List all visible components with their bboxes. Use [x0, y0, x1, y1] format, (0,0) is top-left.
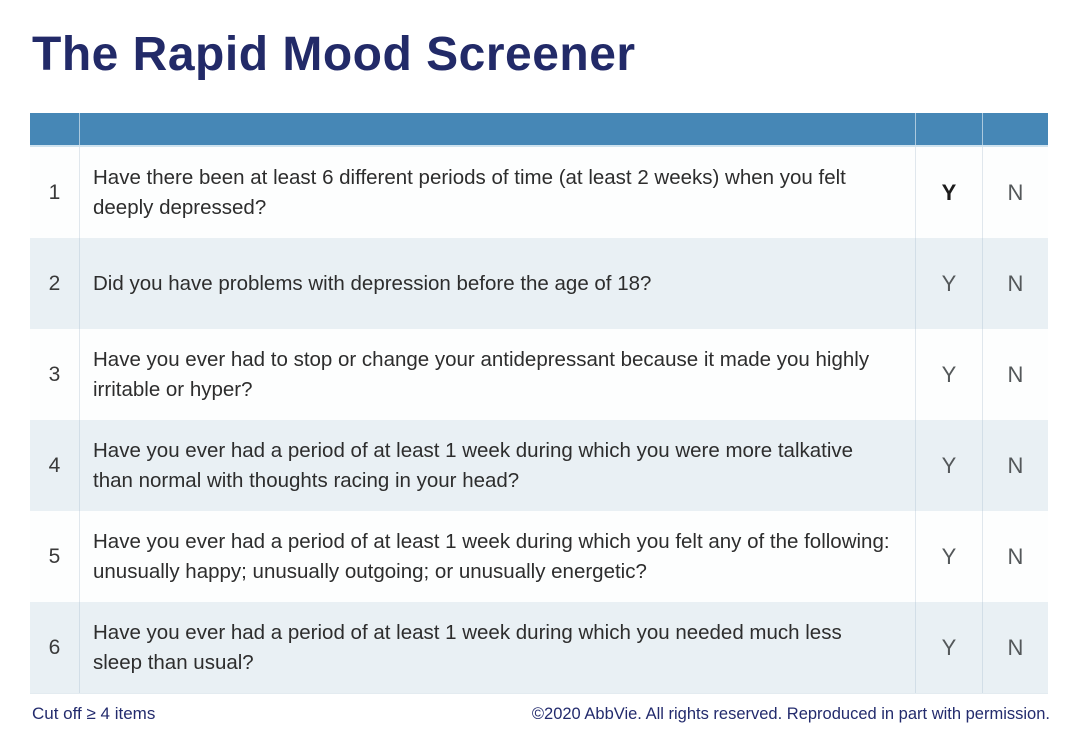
page-title: The Rapid Mood Screener — [32, 28, 636, 81]
no-option[interactable]: N — [1007, 270, 1024, 296]
cutoff-note: Cut off ≥ 4 items — [32, 704, 156, 723]
header-no-cell — [983, 113, 1048, 145]
no-option[interactable]: N — [1007, 634, 1024, 660]
no-option[interactable]: N — [1007, 452, 1024, 478]
question-number: 2 — [30, 238, 80, 329]
question-number: 5 — [30, 511, 80, 602]
yes-option[interactable]: Y — [916, 147, 983, 238]
question-text: Have you ever had a period of at least 1… — [80, 602, 916, 693]
question-text: Did you have problems with depression be… — [80, 238, 916, 329]
no-option[interactable]: N — [1007, 361, 1024, 387]
yes-option[interactable]: Y — [916, 420, 983, 511]
screener-table: 1 Have there been at least 6 different p… — [30, 113, 1048, 694]
question-text: Have you ever had a period of at least 1… — [80, 511, 916, 602]
question-number: 3 — [30, 329, 80, 420]
question-number: 6 — [30, 602, 80, 693]
table-row: 5 Have you ever had a period of at least… — [30, 511, 1048, 602]
question-number: 1 — [30, 147, 80, 238]
table-row: 3 Have you ever had to stop or change yo… — [30, 329, 1048, 420]
table-row: 1 Have there been at least 6 different p… — [30, 147, 1048, 238]
yes-option[interactable]: Y — [916, 602, 983, 693]
question-text: Have you ever had to stop or change your… — [80, 329, 916, 420]
question-text: Have there been at least 6 different per… — [80, 147, 916, 238]
question-number: 4 — [30, 420, 80, 511]
table-row: 4 Have you ever had a period of at least… — [30, 420, 1048, 511]
no-option[interactable]: N — [1007, 179, 1024, 205]
no-option[interactable]: N — [1007, 543, 1024, 569]
table-row: 6 Have you ever had a period of at least… — [30, 602, 1048, 693]
header-question-cell — [80, 113, 916, 145]
copyright-note: ©2020 AbbVie. All rights reserved. Repro… — [531, 705, 1050, 723]
table-header-row — [30, 113, 1048, 147]
yes-option[interactable]: Y — [916, 329, 983, 420]
yes-option[interactable]: Y — [916, 511, 983, 602]
header-yes-cell — [916, 113, 983, 145]
question-text: Have you ever had a period of at least 1… — [80, 420, 916, 511]
footer: Cut off ≥ 4 items ©2020 AbbVie. All righ… — [32, 704, 1050, 724]
table-row: 2 Did you have problems with depression … — [30, 238, 1048, 329]
yes-option[interactable]: Y — [916, 238, 983, 329]
header-number-cell — [30, 113, 80, 145]
